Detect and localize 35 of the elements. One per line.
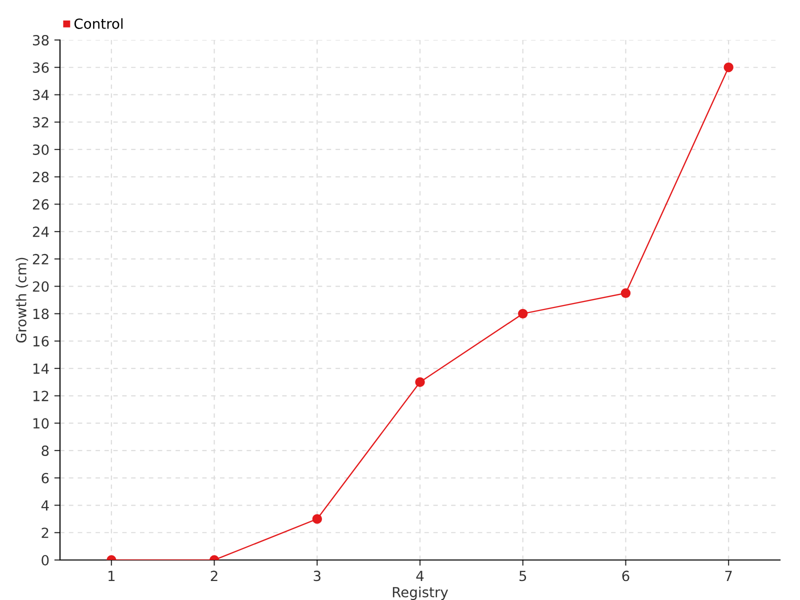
x-tick-label: 1 <box>108 570 115 581</box>
y-tick-label: 26 <box>32 199 49 210</box>
y-tick-label: 34 <box>32 90 49 100</box>
point <box>724 62 734 72</box>
x-tick-label: 7 <box>725 570 732 581</box>
point <box>415 377 425 387</box>
legend-label: Control <box>74 18 123 29</box>
y-tick-label: 4 <box>41 500 49 511</box>
y-tick-label: 32 <box>32 117 48 128</box>
point <box>620 288 631 298</box>
y-tick-label: 20 <box>32 281 49 292</box>
y-tick-label: 6 <box>42 472 49 484</box>
y-tick-label: 38 <box>32 34 49 46</box>
y-tick-label: 8 <box>42 445 49 456</box>
point <box>518 308 528 319</box>
y-tick-label: 24 <box>32 226 49 237</box>
y-axis-title: Growth (cm) <box>16 258 28 343</box>
y-tick-label: 12 <box>33 390 48 402</box>
x-tick-label: 5 <box>520 570 526 582</box>
x-tick-label: 6 <box>622 570 630 582</box>
y-tick-label: 10 <box>33 418 49 429</box>
y-tick-label: 28 <box>32 172 49 182</box>
point <box>312 514 322 524</box>
x-tick-label: 3 <box>314 570 320 582</box>
y-tick-label: 18 <box>33 308 49 320</box>
y-tick-label: 2 <box>42 528 48 538</box>
y-tick-label: 0 <box>42 554 49 566</box>
x-tick-label: 2 <box>210 570 218 581</box>
y-tick-label: 22 <box>32 254 48 264</box>
y-tick-label: 36 <box>32 62 49 73</box>
y-tick-label: 30 <box>32 144 49 155</box>
y-tick-label: 16 <box>33 336 49 347</box>
x-tick-label: 4 <box>416 570 424 581</box>
y-tick-label: 14 <box>33 364 49 374</box>
x-axis-title: Registry <box>392 586 448 600</box>
